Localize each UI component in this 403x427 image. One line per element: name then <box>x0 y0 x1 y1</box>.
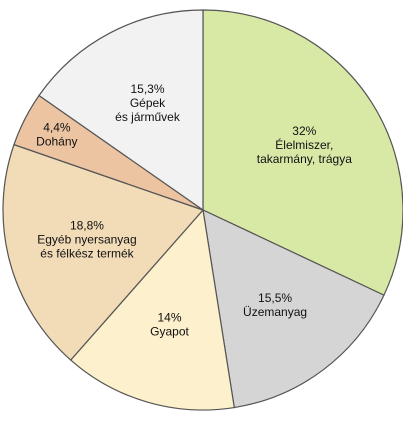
data-label: 15,5% <box>258 291 292 305</box>
category-label: Gépek <box>130 96 166 110</box>
data-label: 32% <box>292 124 316 138</box>
category-label: Üzemanyag <box>243 305 307 319</box>
pie-slice <box>2 143 205 361</box>
data-label: 18,8% <box>70 219 104 233</box>
category-label: Gyapot <box>150 324 189 338</box>
category-label: és járművek <box>115 110 181 124</box>
category-label: és félkész termék <box>40 247 134 261</box>
category-label: Egyéb nyersanyag <box>37 233 136 247</box>
pie-slice <box>69 208 235 411</box>
category-label: Élelmiszer, <box>275 137 333 152</box>
data-label: 15,3% <box>131 82 165 96</box>
pie-slice <box>38 9 204 212</box>
category-label: Dohány <box>36 135 77 149</box>
data-label: 4,4% <box>43 121 71 135</box>
category-label: takarmány, trágya <box>257 152 352 166</box>
data-label: 14% <box>158 310 182 324</box>
pie-slice <box>202 208 385 409</box>
pie-slice <box>202 9 403 296</box>
